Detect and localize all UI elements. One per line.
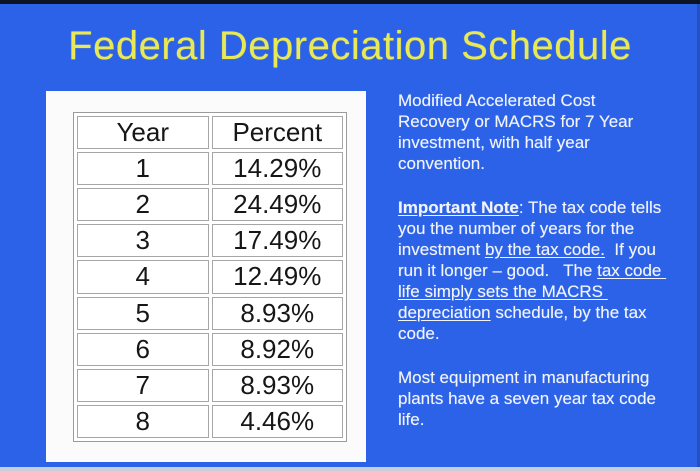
percent-cell: 12.49% — [211, 260, 343, 294]
schedule-card: Year Percent 1 14.29% 2 24.49% 3 17.49% 4 12.49%… — [46, 91, 366, 462]
note-paragraph-1: Modified Accelerated Cost Recovery or MA… — [398, 90, 670, 174]
percent-header: Percent — [211, 116, 343, 149]
bottom-border-strip — [0, 467, 700, 471]
year-cell: 5 — [77, 296, 209, 330]
percent-cell: 8.93% — [211, 296, 343, 330]
right-edge-shade — [697, 0, 700, 471]
text-segment: Modified Accelerated Cost Recovery or MA… — [398, 91, 638, 173]
year-cell: 1 — [77, 152, 209, 186]
text-segment: tax code life simply sets the MACRS depr… — [398, 261, 667, 322]
table-row: 2 24.49% — [77, 188, 343, 222]
table-head: Year Percent — [77, 116, 343, 149]
percent-cell: 8.92% — [211, 332, 343, 366]
year-cell: 6 — [77, 332, 209, 366]
notes-column: Modified Accelerated Cost Recovery or MA… — [398, 90, 670, 453]
slide-title: Federal Depreciation Schedule — [68, 24, 632, 68]
percent-cell: 24.49% — [211, 188, 343, 222]
table-row: 3 17.49% — [77, 224, 343, 258]
table-row: 8 4.46% — [77, 404, 343, 438]
table-row: 4 12.49% — [77, 260, 343, 294]
note-paragraph-2: Important Note: The tax code tells you t… — [398, 197, 670, 344]
text-segment: : The tax code tells you the number of y… — [398, 198, 666, 259]
percent-cell: 8.93% — [211, 368, 343, 402]
text-segment: If you run it longer – good. The — [398, 240, 661, 280]
text-segment: by the tax code. — [484, 240, 605, 259]
table-row: 6 8.92% — [77, 332, 343, 366]
year-cell: 8 — [77, 404, 209, 438]
table-row: 7 8.93% — [77, 368, 343, 402]
note-paragraph-3: Most equipment in manufacturing plants h… — [398, 367, 670, 430]
percent-cell: 4.46% — [211, 404, 343, 438]
year-cell: 3 — [77, 224, 209, 258]
text-segment: schedule, by the tax code. — [398, 303, 652, 343]
table-header-row: Year Percent — [77, 116, 343, 149]
text-segment: Most equipment in manufacturing plants h… — [398, 368, 661, 429]
percent-cell: 14.29% — [211, 152, 343, 186]
year-cell: 7 — [77, 368, 209, 402]
text-segment: Important Note — [398, 198, 519, 217]
year-cell: 4 — [77, 260, 209, 294]
year-cell: 2 — [77, 188, 209, 222]
percent-cell: 17.49% — [211, 224, 343, 258]
depreciation-table: Year Percent 1 14.29% 2 24.49% 3 17.49% 4 12.49%… — [73, 112, 347, 442]
table-body: 1 14.29% 2 24.49% 3 17.49% 4 12.49% 5 8.93% 6 8.92%… — [77, 152, 343, 438]
top-border-strip — [0, 0, 700, 4]
year-header: Year — [77, 116, 209, 149]
table-row: 1 14.29% — [77, 152, 343, 186]
table-row: 5 8.93% — [77, 296, 343, 330]
